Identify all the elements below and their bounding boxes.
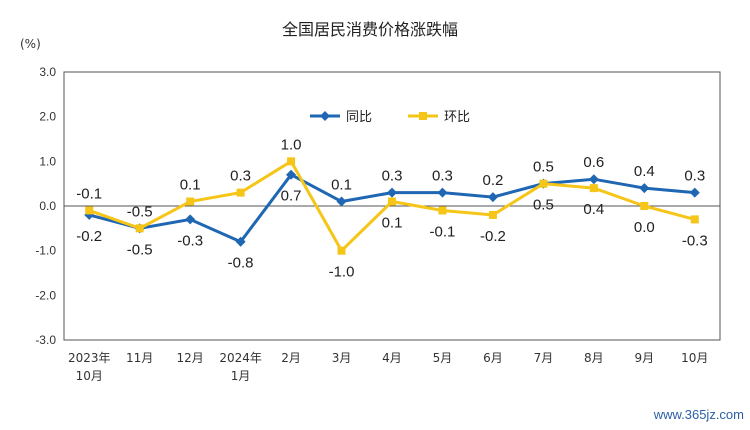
x-tick-label: 6月 <box>483 351 503 365</box>
data-label: 0.3 <box>684 168 705 185</box>
y-tick-label: -2.0 <box>35 288 56 302</box>
point-marker <box>689 187 700 198</box>
x-tick-label: 7月 <box>534 351 554 365</box>
watermark-text: www.365jz.com <box>653 407 744 422</box>
data-label: -0.3 <box>177 232 203 249</box>
y-tick-label: 3.0 <box>39 65 56 79</box>
data-label: 0.1 <box>331 177 352 194</box>
x-tick-label: 9月 <box>634 351 654 365</box>
legend-label: 环比 <box>444 110 470 125</box>
point-marker <box>287 157 296 166</box>
point-marker <box>186 197 195 206</box>
x-axis-ticks: 2023年 10月 11月 12月 2024年 1月 2月 3月 4月 5月 6月 7月 8月 9月 10月 <box>68 351 708 383</box>
legend-marker <box>419 112 427 120</box>
y-axis-ticks: 3.0 2.0 1.0 0.0 -1.0 -2.0 -3.0 <box>35 65 56 347</box>
data-label: 0.3 <box>230 168 251 185</box>
data-label: -0.2 <box>76 228 102 245</box>
data-label: -0.1 <box>76 185 102 202</box>
data-label: 0.2 <box>482 172 503 189</box>
x-tick-label: 10月 <box>681 351 708 365</box>
data-label: -0.8 <box>228 255 254 272</box>
y-tick-label: 2.0 <box>39 110 56 124</box>
data-label: 0.5 <box>533 159 554 176</box>
y-tick-label: -1.0 <box>35 244 56 258</box>
point-marker <box>539 179 548 188</box>
data-label: 1.0 <box>281 136 302 153</box>
point-marker <box>337 246 346 255</box>
x-tick-label: 4月 <box>382 351 402 365</box>
point-marker <box>236 188 245 197</box>
data-label: 0.3 <box>432 168 453 185</box>
point-marker <box>639 183 650 194</box>
data-label: -0.3 <box>682 232 708 249</box>
x-tick-label: 2023年 10月 <box>68 351 111 383</box>
point-marker <box>387 187 397 198</box>
y-tick-label: -3.0 <box>35 333 56 347</box>
point-marker <box>185 214 196 225</box>
chart-title: 全国居民消费价格涨跌幅 <box>282 20 458 39</box>
data-label: 0.6 <box>583 154 604 171</box>
point-marker <box>388 197 396 206</box>
data-label: 0.5 <box>533 197 554 214</box>
series-group <box>84 157 700 255</box>
point-marker <box>588 174 599 185</box>
point-marker <box>286 169 297 180</box>
data-label: 0.7 <box>281 188 302 205</box>
point-marker <box>640 202 649 210</box>
data-label: -0.2 <box>480 228 506 245</box>
point-marker <box>336 196 347 207</box>
data-label: 0.4 <box>583 201 604 218</box>
x-tick-label: 12月 <box>177 351 204 365</box>
data-label: -1.0 <box>329 264 355 281</box>
x-tick-label: 11月 <box>126 351 153 365</box>
data-label: 0.1 <box>180 177 201 194</box>
y-axis-unit: (%) <box>20 37 41 51</box>
data-label: 0.3 <box>382 168 403 185</box>
x-tick-label: 2024年 1月 <box>219 351 262 383</box>
x-tick-label: 5月 <box>433 351 453 365</box>
x-tick-label: 3月 <box>332 351 352 365</box>
legend-marker <box>320 111 330 121</box>
point-marker <box>690 215 699 224</box>
point-marker <box>437 187 448 198</box>
data-label: -0.5 <box>127 203 153 220</box>
x-tick-label: 2月 <box>281 351 301 365</box>
data-label: 0.0 <box>634 219 655 236</box>
point-marker <box>589 184 598 193</box>
point-marker <box>85 206 94 215</box>
point-marker <box>487 192 498 203</box>
data-label: 0.1 <box>382 215 403 232</box>
y-tick-label: 0.0 <box>39 199 56 213</box>
data-label: -0.5 <box>127 241 153 258</box>
data-label: 0.4 <box>634 163 655 180</box>
legend-label: 同比 <box>346 110 372 125</box>
point-marker <box>135 224 144 233</box>
x-tick-label: 8月 <box>584 351 604 365</box>
point-marker <box>438 206 447 215</box>
legend: 同比 环比 <box>310 110 470 125</box>
point-marker <box>488 210 497 219</box>
data-label: -0.1 <box>430 223 456 240</box>
y-tick-label: 1.0 <box>39 154 56 168</box>
data-labels: -0.2 -0.1 -0.5 -0.5 -0.3 0.1 -0.8 0.3 0.7 1.0 0.1 -… <box>76 136 707 280</box>
point-marker <box>235 236 246 247</box>
